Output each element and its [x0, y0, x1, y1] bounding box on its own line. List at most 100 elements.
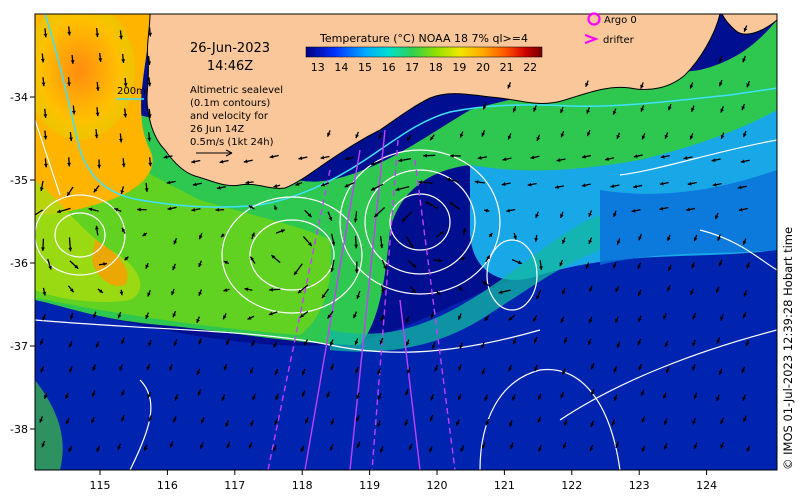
sealevel-contour	[35, 119, 61, 196]
y-axis: -34 -35 -36 -37 -38	[10, 91, 35, 436]
velocity-arrow	[720, 106, 724, 113]
velocity-arrow	[250, 419, 254, 427]
velocity-arrow	[245, 180, 254, 185]
x-tick-label: 116	[157, 479, 178, 492]
velocity-arrow	[147, 77, 152, 87]
x-tick-label: 121	[494, 479, 515, 492]
velocity-arrow	[395, 186, 410, 192]
velocity-arrow	[40, 53, 45, 63]
velocity-arrow	[687, 181, 697, 186]
velocity-arrow	[637, 338, 642, 346]
velocity-arrow	[268, 311, 278, 316]
velocity-arrow	[41, 440, 46, 448]
velocity-arrow	[484, 394, 489, 402]
velocity-arrow	[381, 259, 387, 270]
velocity-arrow	[225, 338, 230, 346]
colorbar-tick-label: 22	[523, 61, 537, 74]
velocity-arrow	[356, 290, 361, 300]
velocity-arrow	[561, 287, 566, 295]
velocity-arrow	[718, 368, 723, 376]
colorbar: Temperature (°C) NOAA 18 7% ql>=4 13 14 15…	[305, 32, 543, 74]
velocity-arrow	[561, 237, 566, 245]
velocity-arrow	[484, 315, 490, 322]
velocity-arrow	[330, 259, 335, 273]
velocity-arrow	[215, 207, 225, 212]
velocity-arrow	[458, 364, 462, 371]
argo-marker-icon	[587, 12, 601, 26]
velocity-arrow	[354, 235, 358, 249]
velocity-arrow	[43, 392, 48, 400]
warm-core	[35, 14, 135, 140]
velocity-arrow	[68, 445, 73, 453]
velocity-arrow	[252, 393, 256, 401]
velocity-arrow	[295, 181, 303, 186]
velocity-arrow	[171, 288, 175, 296]
velocity-arrow	[95, 225, 99, 236]
velocity-arrow	[244, 287, 253, 292]
velocity-arrow	[720, 314, 724, 321]
velocity-arrow	[460, 445, 465, 452]
velocity-arrow	[742, 311, 747, 319]
velocity-arrow	[693, 442, 698, 450]
colorbar-tick-label: 21	[500, 61, 514, 74]
velocity-arrow	[147, 132, 152, 142]
warm-patch	[92, 240, 128, 286]
velocity-arrow	[377, 420, 381, 428]
velocity-arrow	[633, 184, 643, 189]
velocity-arrow	[585, 80, 589, 88]
velocity-arrow	[433, 258, 443, 263]
velocity-arrow	[303, 339, 309, 346]
velocity-arrow	[586, 129, 591, 137]
velocity-arrow	[430, 311, 435, 319]
velocity-arrow	[167, 206, 177, 211]
velocity-arrow	[299, 310, 309, 318]
velocity-arrow	[320, 182, 329, 187]
velocity-arrow	[641, 133, 646, 140]
sealevel-contour	[559, 329, 777, 421]
velocity-arrow	[98, 52, 103, 62]
velocity-arrow	[742, 130, 747, 138]
description-line: Altimetric sealevel	[190, 85, 283, 96]
velocity-arrow	[660, 154, 670, 159]
velocity-arrow	[97, 159, 102, 169]
velocity-arrow	[121, 337, 125, 345]
drifter-track	[304, 149, 361, 470]
velocity-arrow	[488, 232, 493, 238]
credit-text: © IMOS 01-Jul-2023 12:39:28 Hobart time	[781, 227, 795, 470]
sealevel-contour	[364, 169, 476, 275]
velocity-arrow	[398, 158, 412, 163]
velocity-arrow	[718, 79, 723, 87]
velocity-arrow	[370, 183, 384, 191]
velocity-arrow	[356, 441, 361, 449]
legend: Argo 0 drifter	[584, 12, 637, 46]
velocity-arrow	[689, 82, 694, 89]
x-tick-label: 115	[90, 479, 111, 492]
velocity-arrow	[689, 133, 694, 140]
velocity-arrow	[508, 364, 512, 372]
velocity-arrow	[148, 339, 152, 347]
velocity-arrow	[121, 227, 126, 234]
velocity-arrow	[117, 443, 122, 451]
velocity-arrow	[223, 288, 230, 292]
velocity-arrow	[304, 417, 309, 425]
velocity-arrow	[174, 394, 179, 401]
velocity-arrow	[226, 441, 231, 449]
velocity-arrow	[196, 316, 200, 324]
velocity-arrow	[581, 154, 592, 159]
velocity-arrow	[356, 414, 360, 422]
bathymetry-200m-contour	[44, 14, 777, 208]
velocity-arrow	[96, 445, 101, 453]
velocity-arrow	[119, 364, 123, 371]
velocity-arrow	[474, 180, 485, 184]
velocity-arrow	[633, 154, 643, 158]
velocity-arrow	[293, 263, 303, 276]
velocity-arrow	[169, 364, 173, 371]
velocity-arrow	[163, 155, 173, 159]
velocity-arrow	[429, 445, 433, 453]
velocity-arrow	[482, 280, 490, 287]
velocity-arrow	[481, 130, 486, 137]
velocity-arrow	[457, 313, 462, 320]
velocity-arrow	[560, 316, 565, 324]
velocity-arrow	[345, 156, 355, 161]
velocity-arrow	[90, 416, 95, 424]
